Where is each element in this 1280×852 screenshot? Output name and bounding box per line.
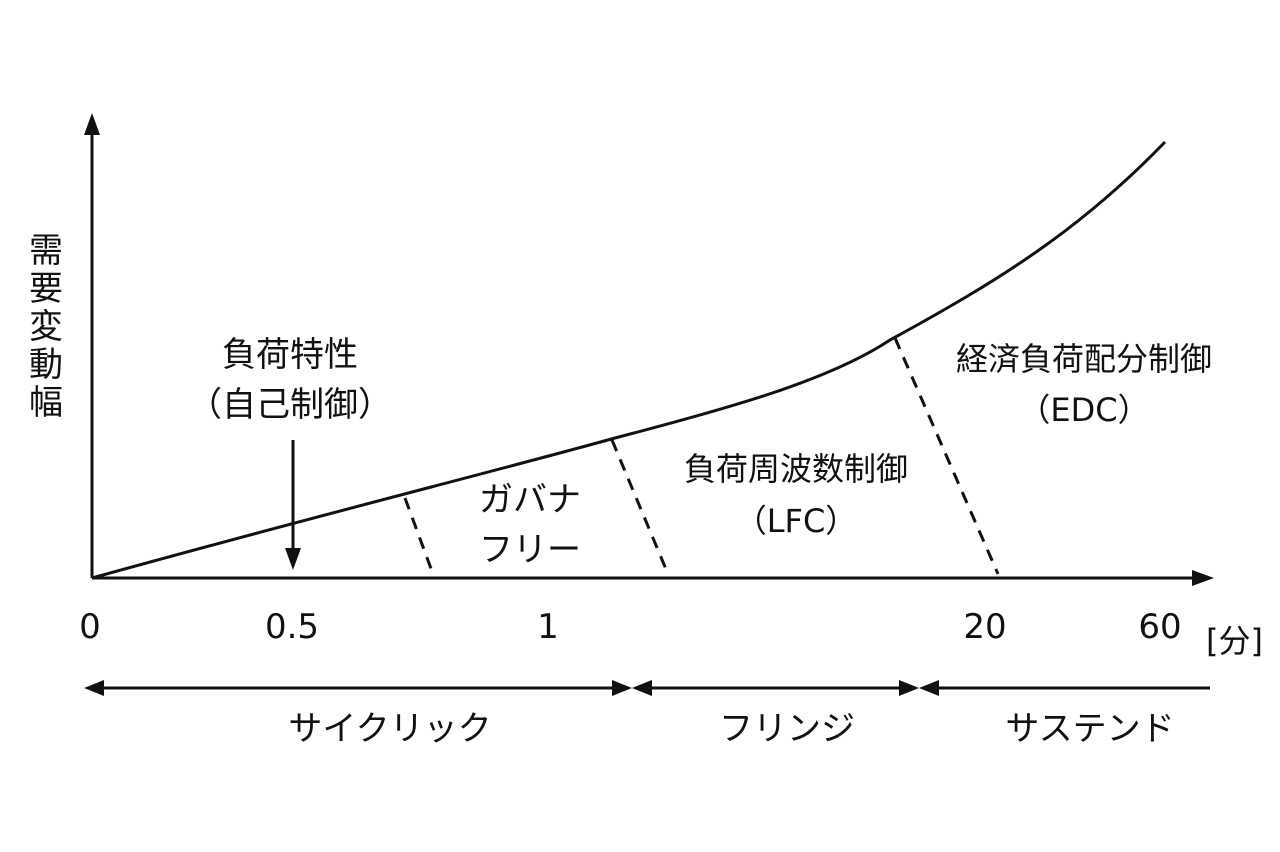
y-axis-arrowhead xyxy=(84,113,100,135)
region-governor-free-line1: ガバナ xyxy=(479,480,581,520)
boundary-dash-3 xyxy=(893,337,1000,575)
x-tick-1: 1 xyxy=(537,607,559,647)
range-cyclic-right-arrowhead xyxy=(612,680,632,696)
boundary-dash-2 xyxy=(610,439,670,575)
range-cyclic-left-arrowhead xyxy=(84,680,104,696)
x-tick-0-5: 0.5 xyxy=(265,607,319,647)
range-fringe-label: フリンジ xyxy=(719,709,855,749)
region-governor-free-line2: フリー xyxy=(479,530,581,570)
demand-curve xyxy=(91,140,1167,580)
range-fringe-left-arrowhead xyxy=(632,680,652,696)
range-sustained-label: サステンド xyxy=(1005,709,1174,749)
x-tick-60: 60 xyxy=(1138,607,1181,647)
x-unit-label: [分] xyxy=(1206,622,1263,660)
range-sustained-left-arrowhead xyxy=(919,680,939,696)
region-load-characteristic-line2: （自己制御） xyxy=(188,385,392,425)
x-axis-arrowhead xyxy=(1192,570,1214,586)
region-lfc-line2: （LFC） xyxy=(735,502,858,540)
region-edc-line1: 経済負荷配分制御 xyxy=(956,340,1212,378)
load-characteristic-arrowhead xyxy=(285,548,301,570)
region-load-characteristic-line1: 負荷特性 xyxy=(222,335,358,375)
x-tick-0: 0 xyxy=(79,607,101,647)
range-cyclic-label: サイクリック xyxy=(288,709,491,749)
boundary-dash-1 xyxy=(403,497,435,575)
region-lfc-line1: 負荷周波数制御 xyxy=(684,450,908,488)
range-fringe-right-arrowhead xyxy=(899,680,919,696)
y-axis-label: 需要変動幅 xyxy=(29,231,63,423)
region-edc-line2: （EDC） xyxy=(1018,391,1149,429)
x-tick-20: 20 xyxy=(963,607,1006,647)
y-axis-label-text: 需要変動幅 xyxy=(29,231,63,423)
